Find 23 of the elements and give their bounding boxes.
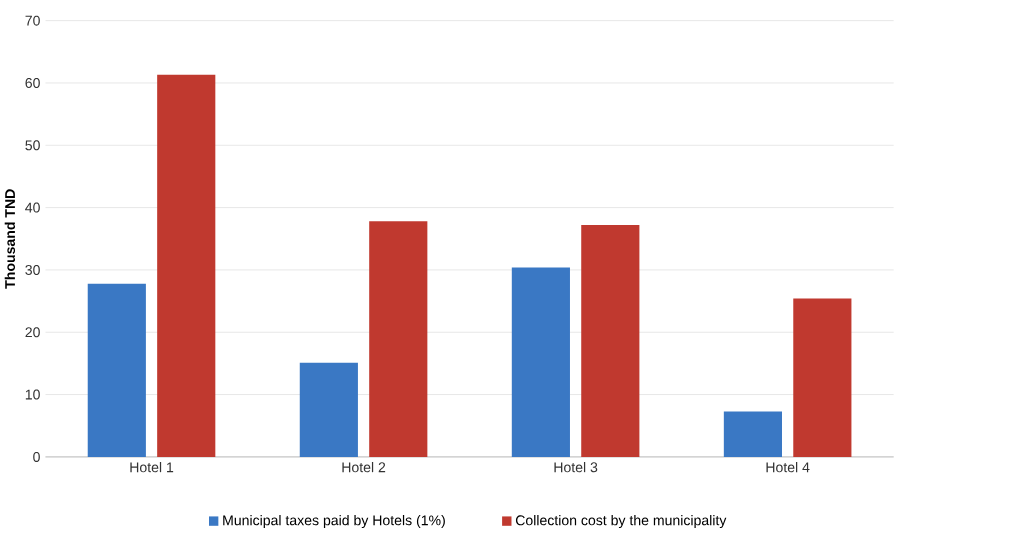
- y-tick-label: 30: [25, 264, 40, 275]
- x-tick-label: Hotel 2: [342, 461, 386, 473]
- y-tick-label: 70: [25, 15, 40, 26]
- y-tick-label: 0: [33, 451, 40, 462]
- bar: [723, 411, 782, 457]
- bar: [87, 283, 146, 457]
- y-tick-label: 40: [25, 202, 40, 213]
- x-tick-label: Hotel 3: [554, 461, 598, 473]
- y-axis-title: Thousand TND: [4, 189, 16, 289]
- bar: [511, 267, 570, 457]
- legend-label: Municipal taxes paid by Hotels (1%): [223, 514, 445, 529]
- x-tick-label: Hotel 1: [130, 461, 174, 473]
- bar: [793, 298, 852, 457]
- y-tick-label: 60: [25, 77, 40, 88]
- bar: [369, 221, 428, 457]
- bar: [299, 362, 358, 457]
- bar: [581, 225, 640, 457]
- legend-label: Collection cost by the municipality: [515, 514, 727, 529]
- y-tick-label: 20: [25, 327, 40, 338]
- y-tick-label: 10: [25, 389, 40, 400]
- bar: [157, 74, 216, 457]
- x-tick-label: Hotel 4: [766, 461, 810, 473]
- y-tick-label: 50: [25, 140, 40, 151]
